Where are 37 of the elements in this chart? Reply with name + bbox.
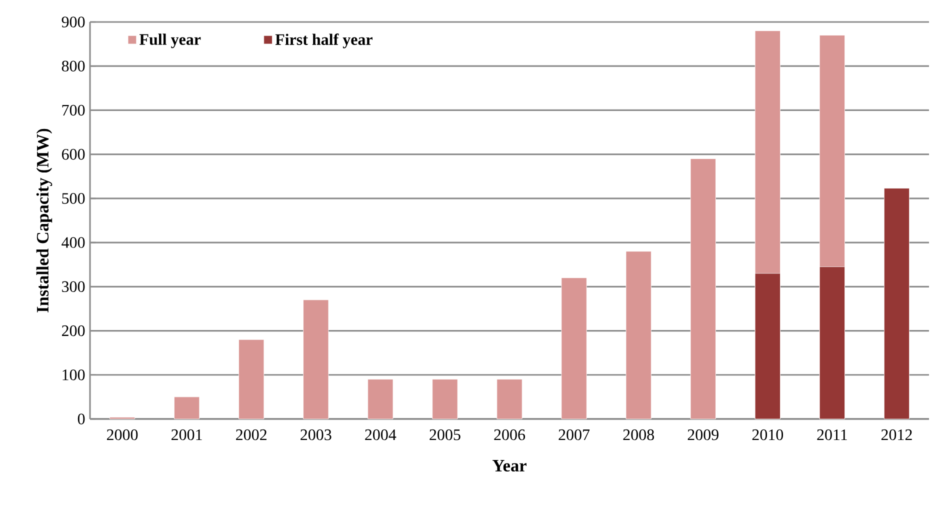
x-tick-label: 2003 (300, 429, 332, 440)
y-tick-label: 200 (62, 325, 85, 336)
y-tick-label: 400 (62, 237, 85, 248)
y-tick-label: 500 (62, 193, 85, 204)
bar (496, 379, 522, 420)
x-tick-label: 2001 (172, 429, 202, 440)
x-tick-label: 2005 (430, 429, 460, 440)
bar (561, 278, 587, 420)
bar (174, 396, 200, 420)
legend-label: First half year (275, 34, 372, 48)
x-tick-label: 2000 (106, 429, 138, 440)
y-axis-title: Installed Capacity (MW) (36, 128, 52, 312)
x-tick-label: 2012 (881, 429, 912, 440)
y-tick-label: 600 (62, 148, 85, 160)
y-tick-label: 300 (62, 281, 85, 292)
x-tick-label: 2008 (623, 429, 654, 440)
bar (884, 188, 910, 420)
bar (626, 251, 652, 420)
y-tick-label: 100 (62, 369, 85, 380)
x-axis-title: Year (492, 460, 526, 472)
x-tick-label: 2002 (236, 429, 266, 440)
bar (432, 379, 458, 420)
x-tick-label: 2011 (817, 429, 847, 440)
bar (368, 379, 394, 420)
x-tick-label: 2007 (558, 429, 590, 440)
x-tick-label: 2004 (365, 429, 396, 440)
y-tick-label: 700 (62, 104, 85, 116)
y-tick-label: 800 (62, 60, 85, 72)
x-tick-label: 2009 (688, 429, 718, 440)
y-tick-label: 900 (62, 16, 85, 28)
legend-label: Full year (140, 34, 201, 48)
bar (690, 158, 716, 420)
x-tick-label: 2010 (752, 429, 784, 440)
y-tick-label: 0 (78, 414, 85, 424)
bar (238, 339, 264, 420)
bar (303, 300, 329, 420)
x-tick-label: 2006 (494, 429, 526, 440)
